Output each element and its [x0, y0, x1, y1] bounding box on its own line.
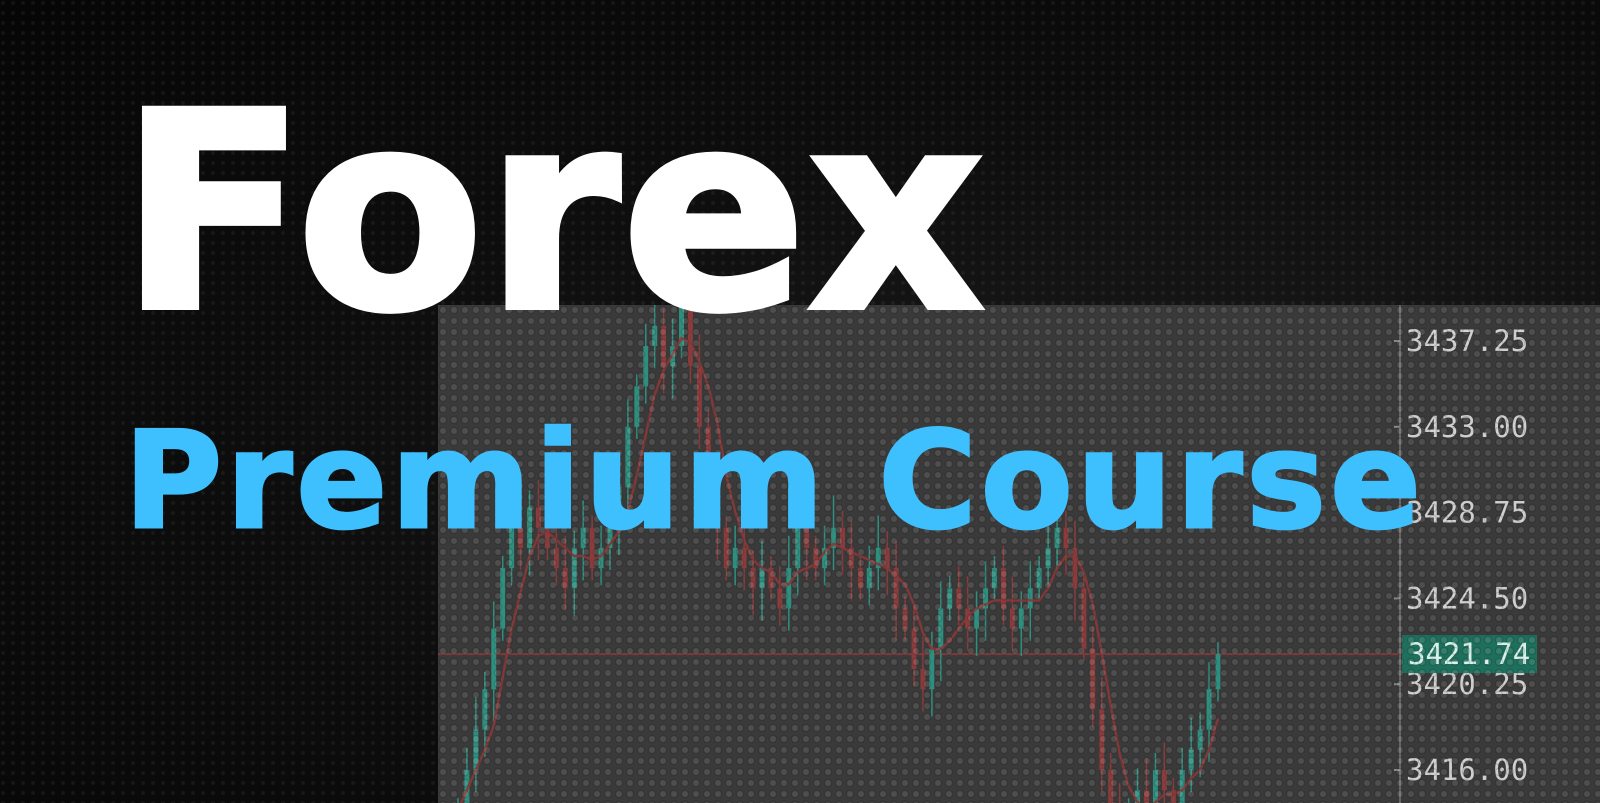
candle-body	[1170, 790, 1176, 803]
candle-body	[983, 588, 988, 609]
candle-body	[1054, 527, 1060, 548]
candle-body	[1215, 654, 1221, 690]
price-axis-label: 3416.00	[1406, 753, 1528, 787]
candle-body	[1045, 547, 1051, 569]
candle-body	[705, 426, 711, 488]
candle-body	[938, 608, 944, 649]
current-price-badge	[1402, 635, 1537, 674]
candle-body	[1099, 709, 1105, 770]
candle-body	[1090, 648, 1096, 710]
current-price-label: 3421.74	[1408, 637, 1530, 671]
candle-body	[813, 547, 819, 569]
candle-body	[902, 608, 908, 629]
candle-body	[1144, 790, 1149, 803]
candle-body	[831, 527, 836, 548]
candle-body	[1152, 770, 1158, 803]
candle-body	[732, 547, 738, 569]
candle-body	[750, 568, 756, 589]
candle-body	[571, 547, 577, 589]
price-axis-label: 3437.25	[1406, 324, 1528, 358]
title: Forex	[117, 56, 987, 372]
candle-body	[500, 568, 506, 629]
candle-body	[911, 628, 917, 670]
candle-body	[679, 305, 684, 347]
moving-average-line	[459, 336, 1220, 803]
candle-body	[527, 507, 532, 548]
candle-body	[1161, 770, 1167, 791]
candle-body	[822, 547, 828, 569]
candle-body	[840, 527, 845, 548]
candle-body	[759, 568, 765, 589]
price-axis-label: 3428.75	[1406, 496, 1528, 530]
price-axis-label: 3433.00	[1406, 410, 1528, 444]
candle-body	[643, 346, 649, 387]
candle-body	[634, 386, 640, 427]
candle-body	[714, 487, 720, 528]
candle-body	[536, 507, 541, 528]
candle-body	[893, 568, 899, 609]
candle-body	[866, 568, 872, 589]
candle-body	[1009, 608, 1015, 629]
candle-body	[688, 305, 693, 367]
candle-body	[1179, 770, 1185, 803]
candle-body	[804, 527, 810, 548]
candle-body	[1188, 749, 1194, 770]
candle-body	[598, 547, 604, 569]
candlestick-chart: 3437.253433.003428.753424.503420.253416.…	[438, 305, 1537, 803]
candle-body	[562, 568, 568, 589]
candle-body	[1018, 608, 1024, 629]
candle-body	[1135, 790, 1140, 803]
candle-body	[473, 729, 479, 770]
candle-body	[652, 325, 658, 347]
candle-body	[741, 547, 747, 569]
candle-body	[518, 527, 524, 548]
candle-body	[661, 325, 667, 367]
candle-body	[544, 527, 550, 548]
candle-body	[464, 770, 470, 803]
candle-body	[875, 547, 881, 569]
candle-body	[1000, 568, 1006, 609]
candle-body	[1108, 770, 1114, 803]
candle-body	[509, 527, 515, 569]
price-axis-label: 3424.50	[1406, 581, 1528, 615]
candle-body	[1206, 689, 1212, 730]
candle-body	[1027, 588, 1033, 609]
candle-body	[723, 527, 729, 569]
candle-body	[625, 426, 631, 488]
candle-body	[482, 689, 488, 730]
candle-body	[696, 366, 702, 427]
candle-body	[857, 568, 863, 589]
candle-body	[956, 588, 962, 609]
candle-body	[920, 669, 926, 690]
candle-body	[1063, 527, 1069, 548]
subtitle: Premium Course	[123, 403, 1425, 559]
candle-body	[607, 527, 613, 548]
candle-body	[1081, 588, 1087, 649]
candle-body	[786, 568, 792, 609]
candle-body	[589, 527, 595, 569]
candle-body	[580, 527, 586, 548]
candle-body	[974, 608, 980, 629]
candle-body	[1197, 729, 1203, 750]
candle-body	[1036, 568, 1042, 589]
candle-body	[553, 547, 559, 569]
candle-body	[616, 487, 622, 528]
candle-body	[884, 547, 890, 569]
candle-body	[1072, 547, 1078, 589]
candle-body	[491, 628, 497, 690]
candle-body	[929, 648, 935, 690]
candle-body	[848, 547, 854, 569]
candle-body	[768, 568, 774, 589]
candle-body	[795, 527, 801, 569]
candle-body	[777, 588, 783, 609]
candle-body	[947, 588, 953, 609]
candle-body	[992, 568, 997, 589]
